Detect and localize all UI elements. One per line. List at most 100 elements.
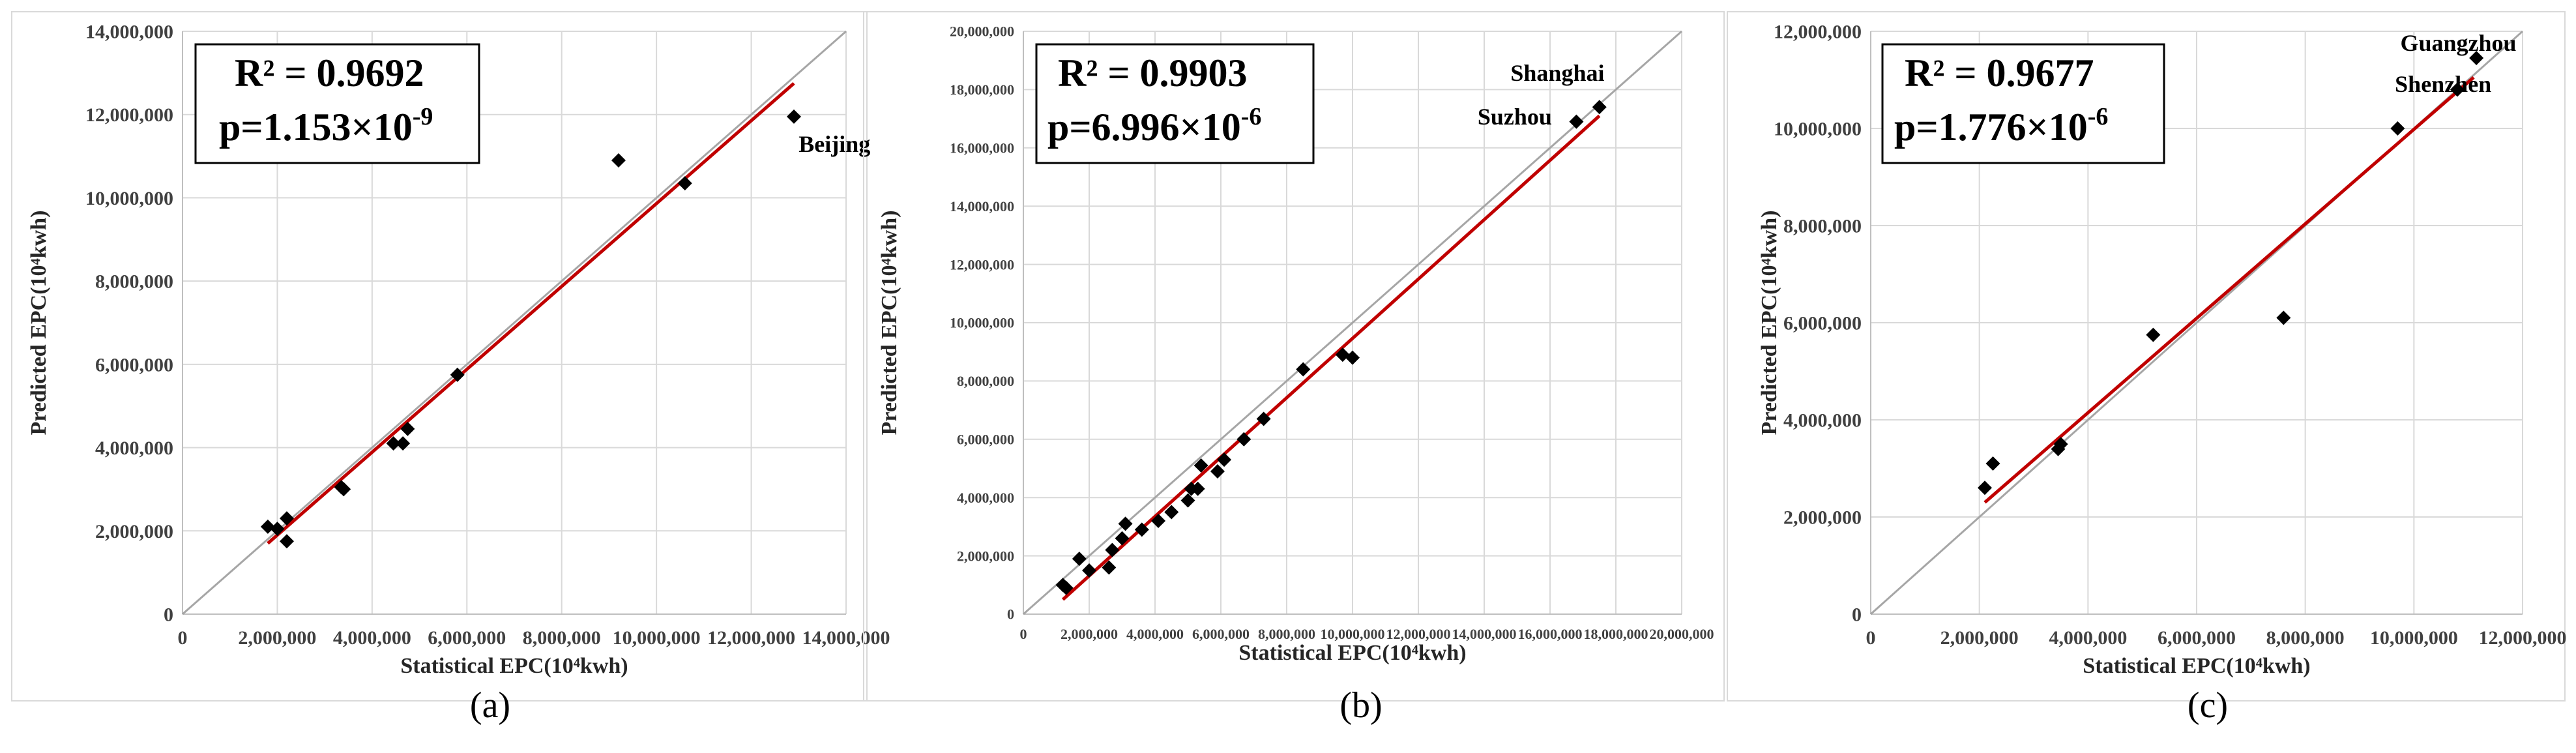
x-tick-label: 4,000,000 [2049,627,2127,649]
y-tick-label: 8,000,000 [95,271,173,293]
y-tick-label: 12,000,000 [1774,22,1862,43]
data-point [1569,114,1584,129]
y-tick-label: 8,000,000 [957,373,1014,389]
y-tick-label: 20,000,000 [950,23,1014,40]
x-tick-label: 14,000,000 [802,627,890,649]
y-tick-label: 2,000,000 [957,548,1014,564]
y-tick-label: 18,000,000 [950,81,1014,98]
data-point [2450,82,2465,97]
city-annotation: Shenzhen [2395,71,2491,97]
x-tick-label: 6,000,000 [1192,626,1250,642]
data-point [1082,563,1096,578]
data-point [279,534,294,549]
chart-panel-2: 0 2,000,000 4,000,000 6,000,000 8,000,000 10,… [863,11,1725,726]
data-point [787,109,802,124]
identity-line [182,30,847,615]
y-tick-label: 6,000,000 [95,354,173,376]
p-value-label: p=1.153×10-9 [219,103,433,149]
data-point [1978,480,1992,495]
data-point [611,153,626,168]
x-tick-label: 4,000,000 [1126,626,1184,642]
data-point [2469,50,2484,65]
data-point [1256,411,1271,426]
data-point [270,522,285,537]
data-point [1151,513,1166,528]
x-tick-label: 0 [1866,627,1876,649]
x-tick-label: 2,000,000 [238,627,316,649]
data-point [1296,362,1311,377]
stats-box [1035,43,1315,164]
x-tick-label: 10,000,000 [2370,627,2458,649]
r-squared-label: R² = 0.9692 [235,52,424,95]
y-tick-label: 0 [1007,606,1014,623]
y-tick-label: 10,000,000 [950,315,1014,331]
data-point [1115,531,1130,546]
data-point [2276,310,2291,325]
x-tick-label: 10,000,000 [613,627,701,649]
y-tick-label: 14,000,000 [85,22,173,43]
x-tick-label: 8,000,000 [2266,627,2345,649]
data-point [336,482,351,497]
y-tick-label: 14,000,000 [950,198,1014,214]
data-point [1105,542,1120,557]
x-tick-label: 8,000,000 [523,627,601,649]
x-tick-label: 14,000,000 [1452,626,1517,642]
data-point [2146,327,2161,342]
y-axis-title: Predicted EPC(10⁴kwh) [1757,211,1781,436]
y-tick-label: 0 [1852,604,1862,626]
y-tick-label: 2,000,000 [1783,507,1862,529]
x-tick-label: 10,000,000 [1321,626,1385,642]
data-point [1072,552,1087,567]
x-tick-label: 6,000,000 [428,627,506,649]
panel-label: (a) [470,685,510,726]
p-value-label: p=6.996×10-6 [1047,103,1261,149]
y-tick-label: 4,000,000 [95,437,173,459]
y-tick-label: 2,000,000 [95,521,173,542]
data-point [1180,493,1195,508]
panel-label: (b) [1339,685,1382,726]
x-tick-label: 12,000,000 [1386,626,1451,642]
identity-line [1023,30,1682,615]
data-point [1237,432,1251,447]
x-tick-label: 0 [178,627,188,649]
trend-line [1061,114,1601,601]
data-point [1345,350,1360,365]
data-point [1190,481,1205,496]
data-point [1592,100,1607,115]
trend-line [1983,76,2475,504]
stats-box [194,43,480,164]
data-point [386,436,401,451]
y-axis-title: Predicted EPC(10⁴kwh) [27,211,51,436]
y-tick-label: 4,000,000 [957,490,1014,506]
x-tick-label: 4,000,000 [333,627,411,649]
data-point [2390,121,2405,136]
x-axis-title: Statistical EPC(10⁴kwh) [400,654,628,678]
y-axis-title: Predicted EPC(10⁴kwh) [877,211,901,436]
data-point [1164,505,1179,520]
chart-frame [863,11,1725,701]
data-point [1102,560,1117,575]
data-point [450,367,465,382]
data-point [279,511,294,526]
x-tick-label: 2,000,000 [1940,627,2019,649]
x-tick-label: 8,000,000 [1258,626,1315,642]
x-tick-label: 18,000,000 [1584,626,1648,642]
y-tick-label: 10,000,000 [1774,119,1862,140]
r-squared-label: R² = 0.9677 [1905,52,2094,95]
data-point [1193,458,1208,473]
x-tick-label: 20,000,000 [1650,626,1714,642]
chart-panel-3: 0 2,000,000 4,000,000 6,000,000 8,000,000 10,… [1727,11,2567,726]
data-point [2053,437,2068,452]
data-point [1210,464,1225,479]
x-axis-title: Statistical EPC(10⁴kwh) [1238,641,1466,665]
panel-label: (c) [2188,685,2228,726]
stats-box [1881,43,2165,164]
data-point [400,421,415,436]
y-tick-label: 10,000,000 [85,188,173,209]
data-point [1134,522,1149,537]
p-value-label: p=1.776×10-6 [1894,103,2108,149]
data-point [1985,456,2000,471]
city-annotation: Guangzhou [2401,30,2517,56]
x-tick-label: 2,000,000 [1061,626,1118,642]
